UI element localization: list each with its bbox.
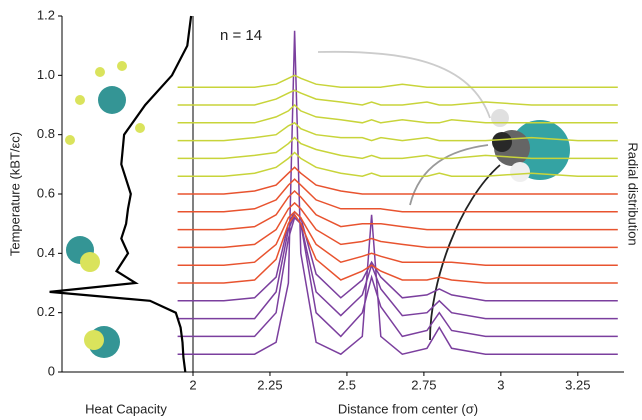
rdf-curve	[177, 136, 618, 160]
y-tick-label: 0	[48, 363, 55, 378]
rdf-curve	[177, 89, 618, 106]
rdf-curve	[177, 213, 618, 320]
x-tick-label: 2	[189, 377, 196, 392]
rdf-curve	[177, 30, 618, 356]
rdf-curve	[177, 121, 618, 142]
x-tick-label: 2.5	[338, 377, 356, 392]
x-tick-label: 3	[497, 377, 504, 392]
x-tick-label: 3.25	[565, 377, 590, 392]
rdf-curve	[177, 210, 618, 302]
y-tick-label: 1.2	[37, 7, 55, 22]
y-tick-label: 1.0	[37, 67, 55, 82]
y-tick-label: 0.6	[37, 185, 55, 200]
rdf-curve	[177, 213, 618, 284]
y-tick-label: 0.8	[37, 126, 55, 141]
rdf-curve	[177, 210, 618, 266]
y-tick-label: 0.4	[37, 245, 55, 260]
rdf-curve	[177, 74, 618, 88]
rdf-curve	[177, 216, 618, 338]
rdf-curve	[177, 189, 618, 231]
y2-axis-label: Radial distribution	[626, 142, 641, 245]
y-tick-label: 0.2	[37, 304, 55, 319]
x-tick-label: 2.25	[257, 377, 282, 392]
rdf-curve	[177, 201, 618, 249]
x-axis-label: Distance from center (σ)	[338, 401, 478, 416]
rdf-curve	[177, 103, 618, 124]
heat-capacity-label: Heat Capacity	[85, 401, 167, 416]
y-axis-label: Temperature (kBT/εc)	[7, 132, 22, 256]
rdf-curve	[177, 151, 618, 177]
rdf-curve	[177, 178, 618, 213]
annotation: n = 14	[220, 27, 262, 44]
x-tick-label: 2.75	[411, 377, 436, 392]
arrows	[317, 50, 501, 341]
heat-capacity-curve	[49, 15, 193, 373]
rdf-curve	[177, 166, 618, 195]
